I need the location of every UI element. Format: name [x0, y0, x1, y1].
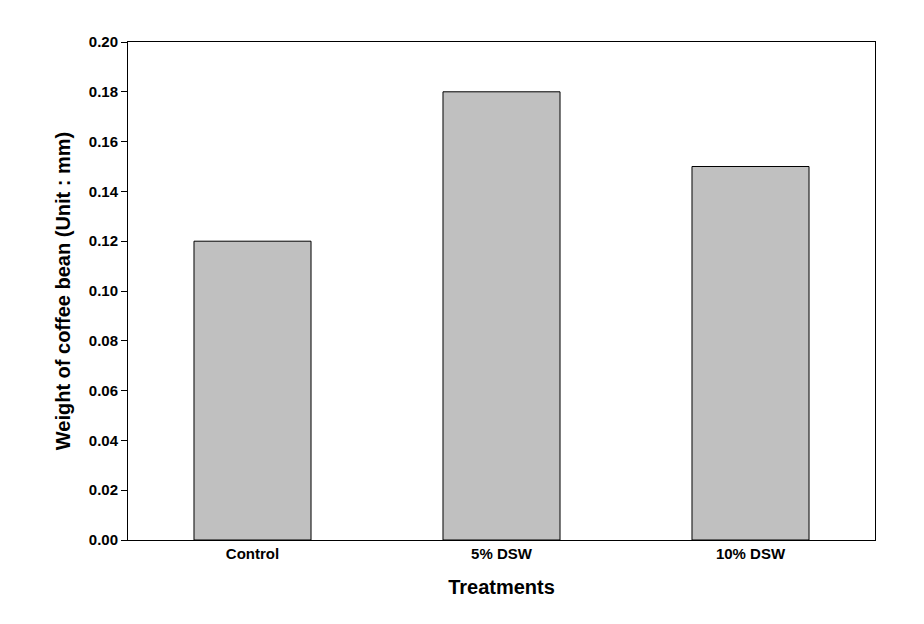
svg-text:Treatments: Treatments	[448, 576, 555, 598]
svg-text:0.10: 0.10	[89, 282, 118, 299]
svg-text:0.04: 0.04	[89, 432, 119, 449]
svg-text:0.12: 0.12	[89, 232, 118, 249]
svg-text:Control: Control	[226, 545, 279, 562]
svg-text:0.00: 0.00	[89, 531, 118, 548]
svg-text:0.18: 0.18	[89, 83, 118, 100]
svg-text:0.16: 0.16	[89, 133, 118, 150]
svg-text:0.14: 0.14	[89, 183, 119, 200]
svg-text:0.08: 0.08	[89, 332, 118, 349]
svg-text:5% DSW: 5% DSW	[471, 545, 533, 562]
svg-text:10% DSW: 10% DSW	[716, 545, 786, 562]
svg-text:0.20: 0.20	[89, 33, 118, 50]
svg-text:0.02: 0.02	[89, 481, 118, 498]
svg-text:0.06: 0.06	[89, 382, 118, 399]
svg-text:Weight of coffee bean (Unit :: Weight of coffee bean (Unit : mm)	[52, 132, 74, 451]
